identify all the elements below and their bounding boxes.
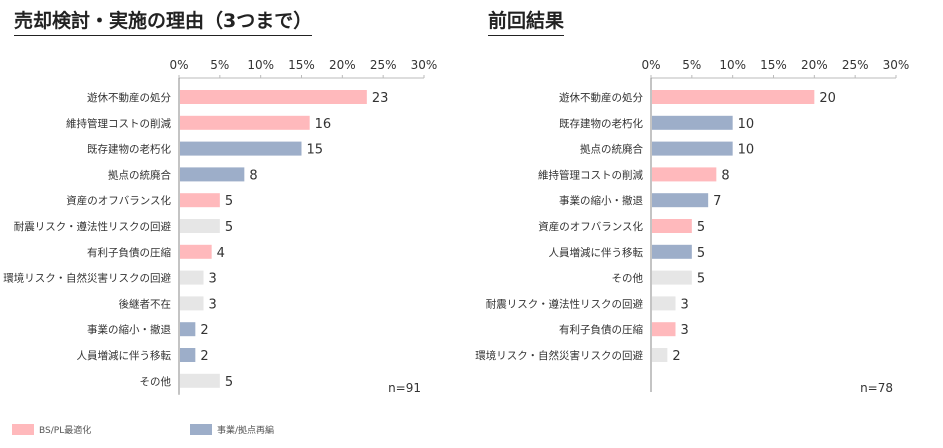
right-bar — [652, 90, 815, 104]
left-bar — [180, 90, 367, 104]
left-bar-value-label: 2 — [200, 349, 208, 364]
right-bar-value-label: 5 — [697, 246, 705, 261]
left-x-tick-label: 5% — [210, 58, 229, 72]
left-bar-value-label: 8 — [249, 168, 257, 183]
left-bar — [180, 193, 220, 208]
right-category-label: 既存建物の老朽化 — [559, 117, 643, 130]
left-bar — [180, 167, 245, 182]
left-bar — [180, 244, 212, 259]
right-bar — [652, 348, 668, 362]
left-category-label: 既存建物の老朽化 — [87, 143, 171, 156]
right-category-label: 耐震リスク・遵法性リスクの回避 — [486, 297, 644, 310]
right-bar-value-label: 8 — [721, 168, 729, 183]
right-category-label: 維持管理コストの削減 — [538, 168, 643, 181]
left-bar — [180, 270, 204, 285]
left-category-label: 資産のオフバランス化 — [66, 194, 171, 207]
left-bar-value-label: 15 — [307, 143, 324, 158]
right-sample-size: n=78 — [860, 381, 893, 395]
left-bar — [180, 296, 204, 311]
left-category-label: 事業の縮小・撤退 — [87, 323, 171, 336]
left-category-label: 耐震リスク・遵法性リスクの回避 — [14, 220, 172, 233]
right-bar — [652, 244, 692, 259]
right-bar-value-label: 2 — [672, 349, 680, 364]
left-category-label: 後継者不在 — [119, 297, 172, 310]
left-bar-value-label: 16 — [315, 117, 332, 132]
right-x-tick-label: 20% — [801, 58, 828, 72]
right-category-label: 拠点の統廃合 — [580, 143, 643, 156]
left-bar — [180, 348, 196, 362]
left-x-tick-label: 25% — [370, 58, 397, 72]
right-x-tick-label: 30% — [883, 58, 910, 72]
left-x-tick-label: 15% — [288, 58, 315, 72]
left-x-tick-label: 0% — [169, 58, 188, 72]
legend-bs-pl-swatch — [12, 424, 34, 435]
right-bar-value-label: 3 — [681, 297, 689, 312]
right-category-label: その他 — [612, 272, 644, 285]
right-bar — [652, 115, 733, 130]
right-bar-value-label: 7 — [713, 194, 721, 209]
legend-business-swatch — [190, 424, 212, 435]
left-bar-value-label: 2 — [200, 323, 208, 338]
right-x-tick-label: 15% — [760, 58, 787, 72]
left-sample-size: n=91 — [388, 381, 421, 395]
legend-bs-pl-label: BS/PL最適化 — [39, 426, 92, 436]
left-chart-title: 売却検討・実施の理由（3つまで） — [14, 6, 313, 36]
right-bar — [652, 141, 733, 156]
right-chart-title: 前回結果 — [488, 6, 565, 36]
left-bar-value-label: 5 — [225, 375, 233, 390]
right-bar-value-label: 5 — [697, 220, 705, 235]
left-bar — [180, 373, 220, 388]
right-x-tick-label: 5% — [682, 58, 701, 72]
right-bar — [652, 322, 676, 337]
right-x-tick-label: 10% — [719, 58, 746, 72]
right-bar — [652, 296, 676, 311]
right-bar-value-label: 5 — [697, 272, 705, 287]
right-category-label: 環境リスク・自然災害リスクの回避 — [475, 349, 643, 362]
right-category-label: 事業の縮小・撤退 — [559, 194, 643, 207]
right-x-tick-label: 0% — [641, 58, 660, 72]
left-bar — [180, 322, 196, 337]
legend-business-label: 事業/拠点再編 — [217, 426, 275, 436]
left-category-label: 遊休不動産の処分 — [87, 91, 171, 104]
right-bar — [652, 167, 717, 182]
left-bar-value-label: 5 — [225, 194, 233, 209]
left-bar-value-label: 4 — [217, 246, 225, 261]
right-category-label: 資産のオフバランス化 — [538, 220, 643, 233]
left-x-tick-label: 20% — [329, 58, 356, 72]
left-category-label: 拠点の統廃合 — [108, 168, 171, 181]
right-bar-value-label: 3 — [681, 323, 689, 338]
right-category-label: 有利子負債の圧縮 — [559, 323, 643, 336]
legend-bs-pl: BS/PL最適化 — [12, 423, 91, 436]
right-category-label: 人員増減に伴う移転 — [549, 246, 644, 259]
right-bar-value-label: 10 — [738, 143, 755, 158]
left-bar — [180, 115, 310, 130]
left-x-tick-label: 10% — [247, 58, 274, 72]
left-category-label: 維持管理コストの削減 — [66, 117, 171, 130]
right-bar-value-label: 20 — [819, 91, 836, 106]
legend-business: 事業/拠点再編 — [190, 423, 274, 436]
right-x-tick-label: 25% — [842, 58, 869, 72]
left-category-label: 有利子負債の圧縮 — [87, 246, 171, 259]
left-bar-value-label: 3 — [209, 297, 217, 312]
left-bar-value-label: 23 — [372, 91, 389, 106]
left-bar — [180, 141, 302, 156]
left-category-label: 環境リスク・自然災害リスクの回避 — [3, 272, 171, 285]
left-category-label: 人員増減に伴う移転 — [77, 349, 172, 362]
left-category-label: その他 — [140, 375, 172, 388]
left-x-tick-label: 30% — [411, 58, 438, 72]
right-bar — [652, 219, 692, 233]
left-bar-value-label: 3 — [209, 272, 217, 287]
right-bar-value-label: 10 — [738, 117, 755, 132]
right-category-label: 遊休不動産の処分 — [559, 91, 643, 104]
right-bar — [652, 193, 709, 208]
right-bar-chart: 0% 5% 10% 15% 20% 25% 30% 遊休不動産の処分 20 既存建物の老朽化 10 拠… — [475, 58, 910, 395]
left-bar-value-label: 5 — [225, 220, 233, 235]
right-bar — [652, 270, 692, 285]
left-bar — [180, 219, 220, 233]
